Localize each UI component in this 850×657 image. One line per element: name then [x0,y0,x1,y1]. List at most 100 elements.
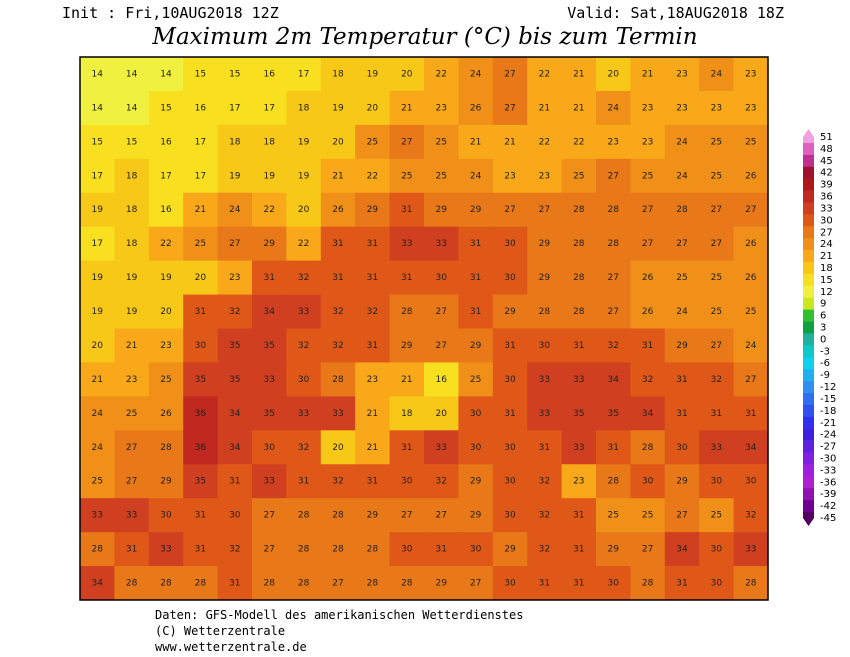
legend-label: 0 [820,334,826,345]
temperature-cell [492,396,528,431]
temperature-label: 22 [539,137,550,147]
temperature-label: 32 [745,511,756,521]
temperature-cell [252,124,287,160]
temperature-label: 29 [504,545,516,555]
temperature-cell [355,532,391,567]
temperature-label: 24 [676,171,688,181]
temperature-cell [699,328,735,363]
colorbar-segment [803,285,814,299]
temperature-cell [424,226,459,262]
temperature-cell [424,260,459,296]
temperature-label: 14 [126,69,138,79]
temperature-label: 18 [401,409,413,419]
temperature-cell [183,226,219,262]
temperature-label: 20 [332,137,344,147]
temperature-cell [561,362,597,397]
temperature-cell [148,192,184,228]
temperature-label: 31 [401,443,412,453]
temperature-label: 31 [676,579,687,589]
temperature-cell [389,294,425,329]
temperature-cell [252,90,287,126]
temperature-label: 30 [711,477,723,487]
temperature-label: 31 [676,375,687,385]
temperature-cell [389,260,425,296]
temperature-label: 19 [229,171,241,181]
temperature-cell [80,260,115,296]
temperature-label: 27 [435,511,446,521]
temperature-cell [183,328,219,363]
temperature-cell [561,464,597,499]
temperature-label: 27 [711,205,722,215]
temperature-cell [492,90,528,126]
legend-label: 51 [820,132,833,143]
temperature-cell [733,124,769,160]
temperature-label: 23 [676,69,687,79]
temperature-label: 21 [367,409,378,419]
temperature-cell [320,464,356,499]
temperature-cell [389,566,425,601]
temperature-label: 26 [745,273,757,283]
temperature-cell [183,192,219,228]
temperature-label: 17 [195,137,206,147]
temperature-cell [148,57,184,92]
temperature-cell [492,124,528,160]
temperature-cell [217,396,253,431]
temperature-label: 30 [504,239,516,249]
temperature-cell [492,260,528,296]
temperature-label: 32 [332,307,343,317]
temperature-cell [527,396,563,431]
temperature-label: 23 [573,477,584,487]
temperature-label: 21 [126,341,137,351]
temperature-label: 27 [642,545,653,555]
colorbar-segment [803,440,814,453]
temperature-cell [596,566,631,601]
temperature-label: 36 [195,443,207,453]
temperature-cell [320,226,356,262]
temperature-cell [630,532,666,567]
temperature-label: 28 [195,579,207,589]
temperature-label: 28 [642,579,654,589]
temperature-label: 20 [607,69,619,79]
legend-label: 18 [820,263,833,274]
colorbar-segment [803,250,814,263]
temperature-label: 25 [745,307,756,317]
temperature-cell [424,90,459,126]
temperature-cell [286,566,322,601]
temperature-label: 23 [676,103,687,113]
temperature-label: 28 [401,307,413,317]
temperature-cell [527,90,563,126]
temperature-cell [389,498,425,533]
temperature-label: 17 [160,171,171,181]
temperature-label: 24 [607,103,619,113]
temperature-cell [424,124,459,160]
temperature-cell [458,532,494,567]
temperature-label: 21 [401,375,412,385]
temperature-cell [527,532,563,567]
temperature-label: 27 [401,511,412,521]
temperature-cell [80,464,115,499]
temperature-label: 33 [401,239,412,249]
temperature-cell [286,226,322,262]
temperature-cell [286,260,322,296]
colorbar-segment [803,154,814,168]
temperature-cell [561,90,597,126]
temperature-label: 26 [745,239,757,249]
temperature-label: 25 [711,171,722,181]
temperature-cell [320,57,356,92]
temperature-cell [114,430,150,465]
temperature-cell [183,532,219,567]
temperature-label: 19 [126,307,138,317]
legend-label: 42 [820,168,833,179]
temperature-label: 32 [229,307,240,317]
temperature-label: 25 [367,137,378,147]
temperature-cell [355,396,391,431]
temperature-label: 33 [711,443,722,453]
legend-label: -12 [820,382,836,393]
temperature-label: 24 [91,409,103,419]
temperature-cell [148,260,184,296]
temperature-cell [458,57,494,92]
temperature-label: 28 [573,273,585,283]
colorbar-segment [803,416,814,430]
temperature-cell [596,498,631,533]
